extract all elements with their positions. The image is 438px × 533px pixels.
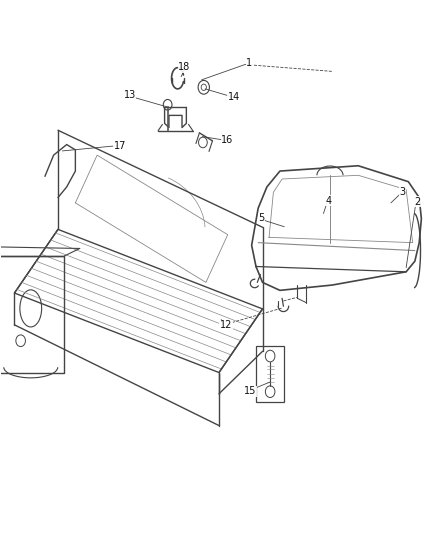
Text: 5: 5	[258, 213, 265, 223]
Text: 1: 1	[247, 58, 253, 68]
Text: 17: 17	[113, 141, 126, 151]
Bar	[256, 346, 284, 402]
Text: 2: 2	[414, 197, 420, 207]
Text: 16: 16	[221, 135, 233, 146]
Text: 13: 13	[124, 90, 136, 100]
Text: 15: 15	[244, 386, 256, 396]
Text: 3: 3	[399, 187, 406, 197]
Text: 18: 18	[178, 62, 190, 72]
Text: 12: 12	[220, 320, 232, 330]
Text: 4: 4	[325, 196, 332, 206]
Text: 14: 14	[228, 92, 240, 102]
